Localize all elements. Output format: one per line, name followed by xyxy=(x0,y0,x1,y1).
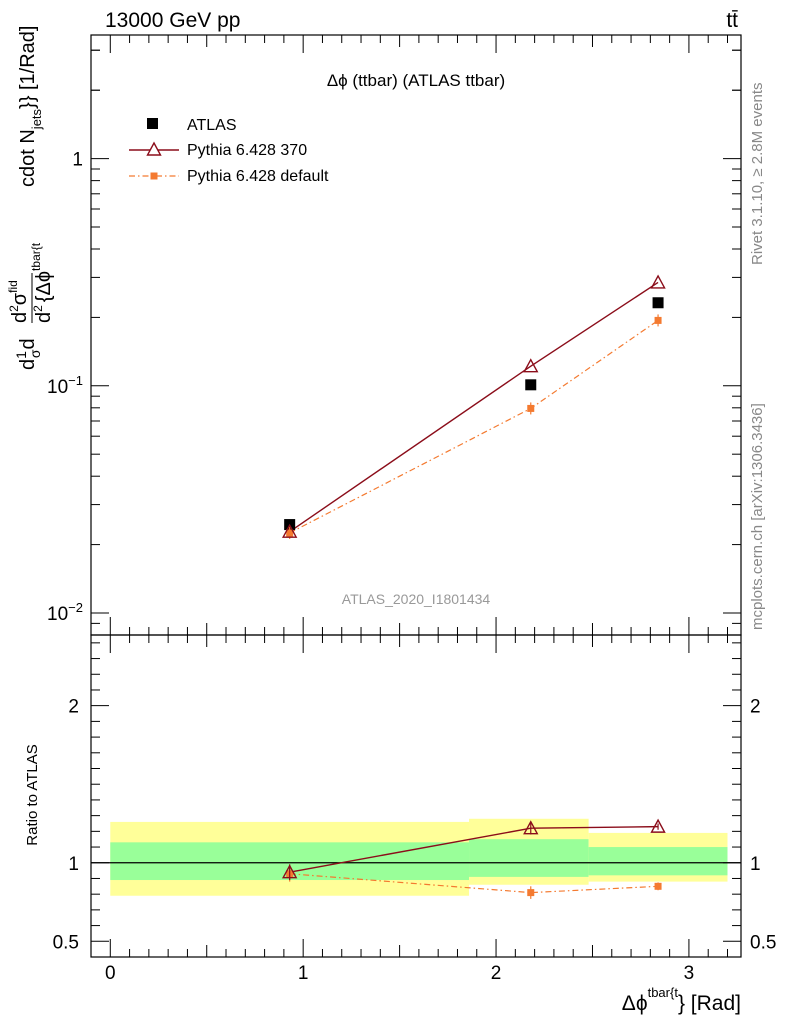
ratio-inner-band xyxy=(588,847,728,876)
ratio-pythia370-point xyxy=(281,864,298,879)
x-axis-label-sup: tbar{t xyxy=(648,985,679,1000)
ratio-y-tick-label-right: 2 xyxy=(750,697,761,718)
energy-label: 13000 GeV pp xyxy=(105,9,240,32)
ratio-y-tick-label: 0.5 xyxy=(53,932,79,953)
ratio-y-axis-label: Ratio to ATLAS xyxy=(24,744,41,845)
pythia-default-line xyxy=(289,319,659,534)
ratio-y-tick-label-right: 1 xyxy=(750,854,761,875)
ratio-pythia-default-point xyxy=(527,889,535,897)
atlas-point xyxy=(652,297,664,309)
rivet-label: Rivet 3.1.10, ≥ 2.8M events xyxy=(749,83,766,266)
x-tick-label: 2 xyxy=(491,963,502,984)
ratio-y-tick-label-right: 0.5 xyxy=(750,932,776,953)
x-axis-label-symbol: Δϕ xyxy=(622,992,648,1015)
ratio-y-tick-label: 2 xyxy=(68,697,79,718)
pythia370-point xyxy=(523,358,539,373)
ratio-frame xyxy=(90,634,742,958)
legend-label-pythia370: Pythia 6.428 370 xyxy=(187,142,307,159)
main-y-tick-label: 1 xyxy=(72,150,83,171)
x-axis-label-tail: } [Rad] xyxy=(678,992,741,1015)
ylabel-frac-bottom: σ xyxy=(27,349,43,358)
ylabel-denominator: d xyxy=(33,312,55,323)
pythia370-line xyxy=(289,281,659,533)
x-tick-label: 0 xyxy=(105,963,116,984)
ylabel-frac-top: 1 xyxy=(13,351,29,359)
mcplots-label: mcplots.cern.ch [arXiv:1306.3436] xyxy=(749,403,766,630)
ylabel-denominator-tail: {Δϕ xyxy=(33,271,55,302)
ratio-pythia370-point xyxy=(523,820,539,835)
main-y-tick-label: 10−1 xyxy=(47,373,83,398)
ratio-pythia-default-line xyxy=(289,873,659,894)
ratio-series xyxy=(281,818,666,899)
legend-marker-atlas xyxy=(147,118,158,129)
ratio-pythia-default-point xyxy=(654,882,662,890)
ratio-bands xyxy=(110,818,728,896)
legend-marker-pythia-default xyxy=(150,172,158,180)
ratio-y-tick-label: 1 xyxy=(68,854,79,875)
legend-label-atlas: ATLAS xyxy=(187,117,237,134)
main-axes: 1 10−1 10−2 xyxy=(47,35,741,636)
pythia-default-point xyxy=(527,404,535,412)
svg-text:d2{Δϕtbar{t: d2{Δϕtbar{t xyxy=(29,242,55,323)
ratio-axes: 0.5 0.5 1 1 2 2 0 1 2 3 xyxy=(53,635,776,984)
ylabel-fid: fid xyxy=(6,280,20,293)
legend-marker-pythia370 xyxy=(146,141,162,156)
x-tick-label: 3 xyxy=(684,963,695,984)
pythia-default-point xyxy=(286,529,294,537)
main-panel: 1 10−1 10−2 Δϕ (ttbar) (ATLAS ttbar) ATLAS… xyxy=(6,26,742,636)
ylabel-d2: d xyxy=(17,338,39,349)
ratio-inner-band xyxy=(469,839,589,877)
legend: ATLAS Pythia 6.428 370 Pythia 6.428 defa… xyxy=(129,117,329,185)
pythia370-point xyxy=(281,523,298,538)
main-y-axis-label: d1σd d2σfid d2{Δϕtbar{t cdot Njets}} [1/… xyxy=(6,26,55,370)
pythia-default-point xyxy=(654,316,662,324)
x-tick-label: 1 xyxy=(298,963,309,984)
main-title: Δϕ (ttbar) (ATLAS ttbar) xyxy=(327,71,505,90)
ratio-pythia370-point xyxy=(650,818,666,833)
process-label: tt̄ xyxy=(726,9,738,32)
ylabel-denominator-sup: tbar{t xyxy=(29,242,43,271)
ylabel-jets: jets xyxy=(29,108,44,130)
analysis-watermark: ATLAS_2020_I1801434 xyxy=(342,591,491,607)
main-series xyxy=(281,274,666,539)
atlas-point xyxy=(525,379,537,391)
legend-label-pythia-default: Pythia 6.428 default xyxy=(187,168,329,185)
ylabel-cdot: cdot N xyxy=(17,129,39,187)
ylabel-unit: }} [1/Rad] xyxy=(17,26,39,109)
x-axis-label: Δϕtbar{t} [Rad] xyxy=(622,985,741,1015)
ylabel-numerator: d xyxy=(9,312,31,323)
ylabel-d: d xyxy=(17,359,39,370)
svg-text:d1σd: d1σd xyxy=(13,338,43,370)
ratio-panel: 0.5 0.5 1 1 2 2 0 1 2 3 Ratio to ATLAS Δϕtbar{t} … xyxy=(24,634,776,1015)
svg-text:d2σfid: d2σfid xyxy=(6,280,31,323)
svg-text:cdot Njets}} [1/Rad]: cdot Njets}} [1/Rad] xyxy=(17,26,44,187)
pythia370-point xyxy=(650,274,666,289)
main-y-tick-label: 10−2 xyxy=(47,600,83,625)
